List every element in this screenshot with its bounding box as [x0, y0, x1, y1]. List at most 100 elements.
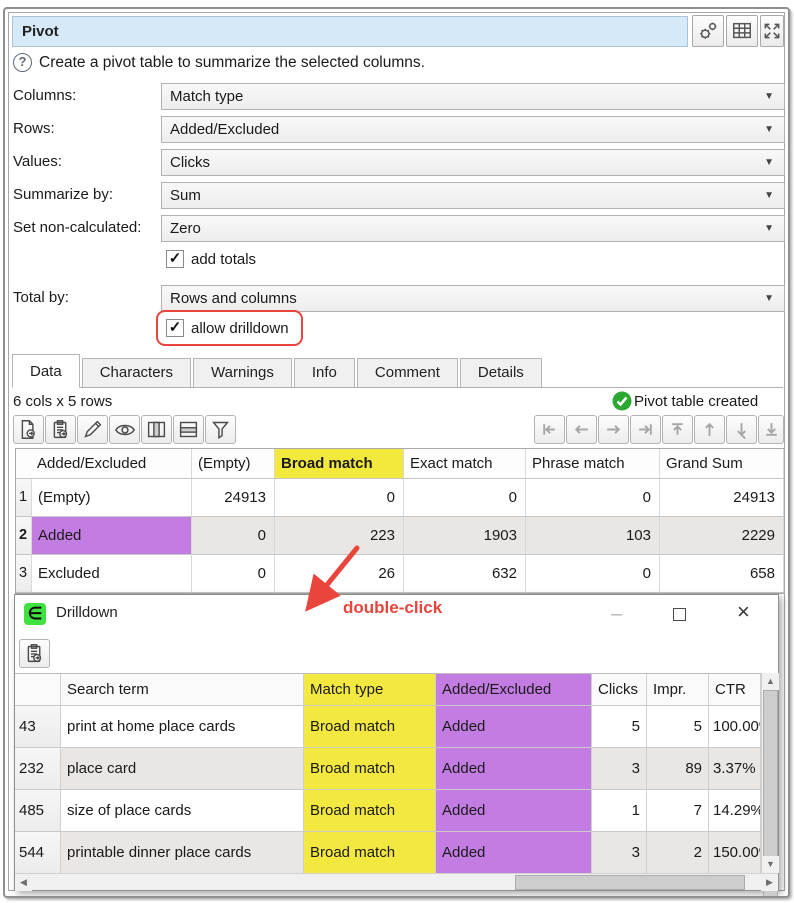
- table-cell[interactable]: printable dinner place cards: [61, 832, 304, 874]
- table-cell[interactable]: place card: [61, 748, 304, 790]
- table-cell[interactable]: 0: [192, 517, 275, 555]
- summarize-select[interactable]: Sum ▼: [161, 182, 785, 209]
- table-cell[interactable]: size of place cards: [61, 790, 304, 832]
- table-cell[interactable]: Added: [436, 748, 592, 790]
- edit-button[interactable]: [77, 415, 108, 444]
- table-cell[interactable]: 150.00%: [709, 832, 761, 874]
- close-button[interactable]: ×: [737, 599, 750, 624]
- table-view-button[interactable]: [726, 15, 758, 47]
- table-cell[interactable]: Added: [436, 790, 592, 832]
- table-cell[interactable]: 0: [275, 479, 404, 517]
- table-cell[interactable]: Broad match: [304, 790, 436, 832]
- horizontal-scrollbar-thumb[interactable]: [515, 875, 745, 890]
- table-cell[interactable]: Added: [436, 832, 592, 874]
- table-cell[interactable]: 0: [526, 555, 660, 593]
- values-select[interactable]: Clicks ▼: [161, 149, 785, 176]
- table-cell[interactable]: 24913: [192, 479, 275, 517]
- column-header[interactable]: Phrase match: [526, 449, 660, 479]
- column-header-highlighted[interactable]: Broad match: [275, 449, 404, 479]
- settings-button[interactable]: [692, 15, 724, 47]
- table-cell[interactable]: Excluded: [32, 555, 192, 593]
- table-cell[interactable]: 2: [647, 832, 709, 874]
- table-cell[interactable]: Broad match: [304, 832, 436, 874]
- tab-characters[interactable]: Characters: [81, 358, 192, 387]
- table-cell[interactable]: 632: [404, 555, 526, 593]
- horizontal-scrollbar[interactable]: ◀ ▶: [15, 873, 778, 891]
- table-cell[interactable]: 658: [660, 555, 784, 593]
- table-cell[interactable]: 89: [647, 748, 709, 790]
- row-number[interactable]: 43: [15, 706, 61, 748]
- row-number[interactable]: 2: [16, 517, 32, 555]
- column-header[interactable]: CTR: [709, 674, 761, 706]
- table-cell[interactable]: 0: [192, 555, 275, 593]
- row-number[interactable]: 485: [15, 790, 61, 832]
- go-last-col-button[interactable]: [630, 415, 661, 444]
- add-totals-checkbox[interactable]: ✓: [166, 250, 184, 268]
- non-calculated-select[interactable]: Zero ▼: [161, 215, 785, 242]
- table-cell[interactable]: 2229: [660, 517, 784, 555]
- row-number[interactable]: 1: [16, 479, 32, 517]
- table-cell[interactable]: 5: [592, 706, 647, 748]
- table-cell[interactable]: Broad match: [304, 706, 436, 748]
- minimize-button[interactable]: –: [610, 603, 623, 625]
- table-cell[interactable]: 3: [592, 748, 647, 790]
- table-cell[interactable]: (Empty): [32, 479, 192, 517]
- table-cell[interactable]: 14.29%: [709, 790, 761, 832]
- export-file-button[interactable]: [13, 415, 44, 444]
- table-cell[interactable]: 3: [592, 832, 647, 874]
- table-cell[interactable]: 24913: [660, 479, 784, 517]
- expand-button[interactable]: [760, 15, 784, 47]
- select-rows-button[interactable]: [173, 415, 204, 444]
- column-header-highlighted[interactable]: Match type: [304, 674, 436, 706]
- column-header-highlighted[interactable]: Added/Excluded: [436, 674, 592, 706]
- go-prev-col-button[interactable]: [566, 415, 597, 444]
- column-header[interactable]: Added/Excluded: [16, 449, 192, 479]
- tab-data[interactable]: Data: [12, 354, 80, 388]
- table-cell[interactable]: print at home place cards: [61, 706, 304, 748]
- view-button[interactable]: [109, 415, 140, 444]
- go-bottom-row-button[interactable]: [758, 415, 784, 444]
- table-cell[interactable]: 1903: [404, 517, 526, 555]
- tab-details[interactable]: Details: [459, 358, 542, 387]
- column-header[interactable]: Grand Sum: [660, 449, 784, 479]
- scroll-up-button[interactable]: ▲: [762, 673, 779, 690]
- table-cell-selected[interactable]: Added: [32, 517, 192, 555]
- dialog-titlebar[interactable]: Pivot: [12, 16, 688, 47]
- table-cell[interactable]: Added: [436, 706, 592, 748]
- go-first-col-button[interactable]: [534, 415, 565, 444]
- table-cell[interactable]: Broad match: [304, 748, 436, 790]
- go-next-col-button[interactable]: [598, 415, 629, 444]
- column-header[interactable]: (Empty): [192, 449, 275, 479]
- scroll-right-button[interactable]: ▶: [761, 874, 778, 891]
- table-cell[interactable]: 103: [526, 517, 660, 555]
- total-by-select[interactable]: Rows and columns ▼: [161, 285, 785, 312]
- column-header[interactable]: Search term: [61, 674, 304, 706]
- table-cell[interactable]: 1: [592, 790, 647, 832]
- column-header[interactable]: Clicks: [592, 674, 647, 706]
- table-cell[interactable]: 5: [647, 706, 709, 748]
- scroll-down-button[interactable]: ▼: [762, 856, 779, 873]
- columns-select[interactable]: Match type ▼: [161, 83, 785, 110]
- row-number[interactable]: 544: [15, 832, 61, 874]
- tab-info[interactable]: Info: [293, 358, 355, 387]
- table-cell[interactable]: 100.00%: [709, 706, 761, 748]
- column-header[interactable]: Impr.: [647, 674, 709, 706]
- table-cell[interactable]: 0: [526, 479, 660, 517]
- go-down-row-button[interactable]: [726, 415, 757, 444]
- maximize-button[interactable]: [673, 608, 686, 621]
- tab-comment[interactable]: Comment: [356, 358, 458, 387]
- scroll-left-button[interactable]: ◀: [15, 874, 32, 891]
- table-cell[interactable]: 223: [275, 517, 404, 555]
- row-number[interactable]: 3: [16, 555, 32, 593]
- filter-button[interactable]: [205, 415, 236, 444]
- table-cell[interactable]: 0: [404, 479, 526, 517]
- row-number[interactable]: 232: [15, 748, 61, 790]
- copy-clipboard-button[interactable]: [19, 639, 50, 668]
- go-up-row-button[interactable]: [694, 415, 725, 444]
- column-header[interactable]: Exact match: [404, 449, 526, 479]
- table-cell[interactable]: 3.37%: [709, 748, 761, 790]
- table-cell[interactable]: 7: [647, 790, 709, 832]
- vertical-scrollbar[interactable]: ▲ ▼: [761, 673, 779, 898]
- tab-warnings[interactable]: Warnings: [193, 358, 292, 387]
- allow-drilldown-checkbox[interactable]: ✓: [166, 319, 184, 337]
